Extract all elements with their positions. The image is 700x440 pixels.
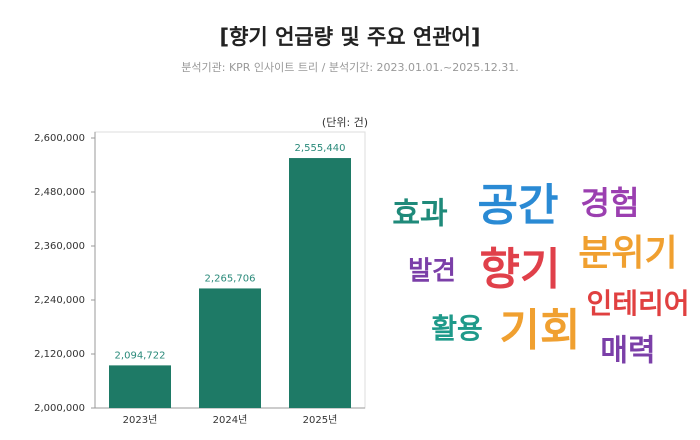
bar — [199, 288, 261, 408]
y-tick-label: 2,600,000 — [34, 133, 85, 144]
y-tick-label: 2,240,000 — [34, 295, 85, 306]
y-tick-label: 2,120,000 — [34, 349, 85, 360]
cloud-word: 향기 — [480, 244, 561, 295]
cloud-word: 효과 — [392, 197, 448, 232]
value-label: 2,555,440 — [295, 143, 346, 154]
cloud-word: 기회 — [500, 305, 581, 356]
x-tick-label: 2025년 — [303, 414, 338, 426]
unit-label: (단위: 건) — [322, 116, 368, 129]
value-label: 2,265,706 — [205, 273, 256, 284]
value-label: 2,094,722 — [115, 350, 166, 361]
cloud-word: 인테리어 — [586, 287, 689, 320]
chart-title: [향기 언급량 및 주요 연관어] — [220, 25, 481, 49]
y-tick-label: 2,480,000 — [34, 187, 85, 198]
cloud-word: 공간 — [478, 180, 559, 231]
cloud-word: 활용 — [431, 312, 483, 345]
x-tick-label: 2023년 — [123, 414, 158, 426]
y-tick-label: 2,000,000 — [34, 403, 85, 414]
cloud-word: 분위기 — [578, 233, 677, 274]
bar — [109, 365, 171, 408]
cloud-word: 발견 — [408, 257, 456, 287]
cloud-word: 매력 — [600, 334, 655, 369]
chart-subtitle: 분석기관: KPR 인사이트 트리 / 분석기간: 2023.01.01.~20… — [181, 61, 518, 74]
y-tick-label: 2,360,000 — [34, 241, 85, 252]
x-tick-label: 2024년 — [213, 414, 248, 426]
bar — [289, 158, 351, 408]
cloud-word: 경험 — [581, 184, 640, 222]
